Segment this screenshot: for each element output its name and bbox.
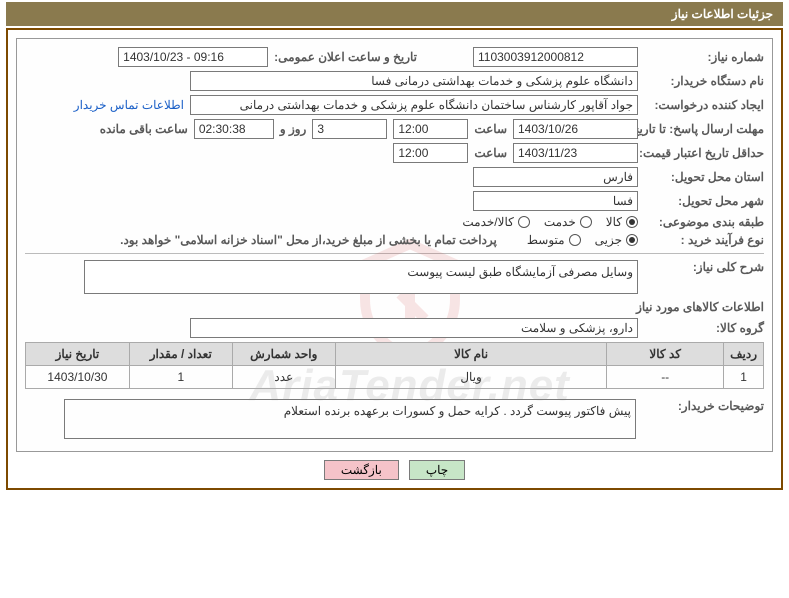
separator (25, 253, 764, 254)
days-remaining: 3 (312, 119, 387, 139)
col-need-date: تاریخ نیاز (26, 343, 130, 366)
remaining-label: ساعت باقی مانده (100, 122, 188, 136)
print-button[interactable]: چاپ (409, 460, 465, 480)
cell-code: -- (607, 366, 724, 389)
details-panel: AriaTender.net شماره نیاز: 1103003912000… (16, 38, 773, 452)
category-service-label: خدمت (544, 215, 576, 229)
cell-unit: عدد (232, 366, 335, 389)
category-radio-group: کالا خدمت کالا/خدمت (462, 215, 638, 229)
radio-icon (580, 216, 592, 228)
category-label: طبقه بندی موضوعی: (644, 215, 764, 229)
col-name: نام کالا (335, 343, 606, 366)
cell-row: 1 (724, 366, 764, 389)
shield-icon (355, 239, 465, 359)
price-valid-date: 1403/11/23 (513, 143, 638, 163)
purchase-type-medium-label: متوسط (527, 233, 565, 247)
cell-need-date: 1403/10/30 (26, 366, 130, 389)
outer-frame: AriaTender.net شماره نیاز: 1103003912000… (6, 28, 783, 490)
days-and-label: روز و (280, 122, 307, 136)
purchase-type-radio-group: جزیی متوسط (527, 233, 638, 247)
button-row: چاپ بازگشت (16, 460, 773, 480)
cell-qty: 1 (129, 366, 232, 389)
delivery-city-label: شهر محل تحویل: (644, 194, 764, 208)
panel-title: جزئیات اطلاعات نیاز (672, 7, 773, 21)
category-goods-label: کالا (606, 215, 622, 229)
radio-icon (569, 234, 581, 246)
delivery-province-value: فارس (473, 167, 638, 187)
col-row: ردیف (724, 343, 764, 366)
payment-note: پرداخت تمام یا بخشی از مبلغ خرید،از محل … (120, 233, 497, 247)
requester-label: ایجاد کننده درخواست: (644, 98, 764, 112)
announce-datetime-label: تاریخ و ساعت اعلان عمومی: (274, 50, 417, 64)
buyer-org-value: دانشگاه علوم پزشکی و خدمات بهداشتی درمان… (190, 71, 638, 91)
buyer-contact-link[interactable]: اطلاعات تماس خریدار (74, 98, 184, 112)
category-goods[interactable]: کالا (606, 215, 638, 229)
requester-value: جواد آقاپور کارشناس ساختمان دانشگاه علوم… (190, 95, 638, 115)
goods-group-value: دارو، پزشکی و سلامت (190, 318, 638, 338)
buyer-notes-value: پیش فاکتور پیوست گردد . کرایه حمل و کسور… (64, 399, 636, 439)
table-row: 1 -- ویال عدد 1 1403/10/30 (26, 366, 764, 389)
announce-datetime-value: 1403/10/23 - 09:16 (118, 47, 268, 67)
hour-label-1: ساعت (474, 122, 507, 136)
goods-table: ردیف کد کالا نام کالا واحد شمارش تعداد /… (25, 342, 764, 389)
purchase-type-medium[interactable]: متوسط (527, 233, 581, 247)
back-button[interactable]: بازگشت (324, 460, 399, 480)
goods-group-label: گروه کالا: (644, 321, 764, 335)
price-valid-time: 12:00 (393, 143, 468, 163)
purchase-type-partial-label: جزیی (595, 233, 622, 247)
hour-label-2: ساعت (474, 146, 507, 160)
buyer-org-label: نام دستگاه خریدار: (644, 74, 764, 88)
purchase-type-partial[interactable]: جزیی (595, 233, 638, 247)
category-service[interactable]: خدمت (544, 215, 592, 229)
col-unit: واحد شمارش (232, 343, 335, 366)
radio-icon (626, 216, 638, 228)
table-header-row: ردیف کد کالا نام کالا واحد شمارش تعداد /… (26, 343, 764, 366)
radio-icon (626, 234, 638, 246)
purchase-type-label: نوع فرآیند خرید : (644, 233, 764, 247)
need-number-label: شماره نیاز: (644, 50, 764, 64)
reply-deadline-label: مهلت ارسال پاسخ: تا تاریخ: (644, 122, 764, 136)
buyer-notes-label: توضیحات خریدار: (644, 399, 764, 413)
delivery-province-label: استان محل تحویل: (644, 170, 764, 184)
panel-header: جزئیات اطلاعات نیاز (6, 2, 783, 26)
general-desc-value: وسایل مصرفی آزمایشگاه طبق لیست پیوست (84, 260, 638, 294)
col-code: کد کالا (607, 343, 724, 366)
col-qty: تعداد / مقدار (129, 343, 232, 366)
reply-deadline-date: 1403/10/26 (513, 119, 638, 139)
category-goods-service[interactable]: کالا/خدمت (462, 215, 529, 229)
reply-deadline-time: 12:00 (393, 119, 468, 139)
category-goods-service-label: کالا/خدمت (462, 215, 513, 229)
radio-icon (518, 216, 530, 228)
cell-name: ویال (335, 366, 606, 389)
delivery-city-value: فسا (473, 191, 638, 211)
need-number-value: 1103003912000812 (473, 47, 638, 67)
general-desc-label: شرح کلی نیاز: (644, 260, 764, 274)
price-valid-label: حداقل تاریخ اعتبار قیمت: تا تاریخ: (644, 146, 764, 160)
countdown-value: 02:30:38 (194, 119, 274, 139)
goods-info-title: اطلاعات کالاهای مورد نیاز (25, 300, 764, 314)
